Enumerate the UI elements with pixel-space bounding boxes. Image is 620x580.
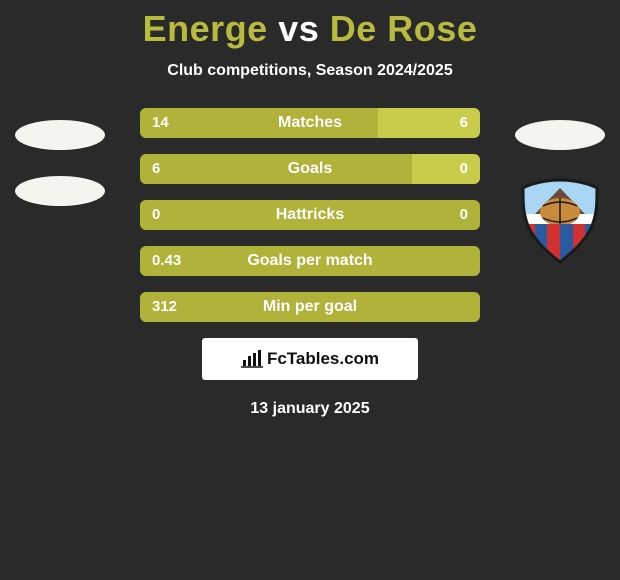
stat-bar: 0.43Goals per match [140, 246, 480, 276]
stat-label: Matches [140, 108, 480, 138]
player-right-name: De Rose [330, 8, 478, 49]
stat-label: Min per goal [140, 292, 480, 322]
subtitle: Club competitions, Season 2024/2025 [0, 62, 620, 80]
stat-label: Goals per match [140, 246, 480, 276]
branding-text: FcTables.com [267, 349, 379, 369]
vs-text: vs [278, 8, 319, 49]
branding-badge: FcTables.com [202, 338, 418, 380]
stat-label: Goals [140, 154, 480, 184]
stat-label: Hattricks [140, 200, 480, 230]
player-left-name: Energe [143, 8, 268, 49]
team-logo-right [515, 176, 605, 266]
date-text: 13 january 2025 [0, 400, 620, 418]
team-logo-left [15, 176, 105, 266]
stat-bar: 60Goals [140, 154, 480, 184]
bar-chart-icon [241, 350, 263, 368]
stat-bar: 312Min per goal [140, 292, 480, 322]
crest-icon [515, 176, 605, 266]
page-title: Energe vs De Rose [0, 0, 620, 50]
stat-bar: 146Matches [140, 108, 480, 138]
stat-bar: 00Hattricks [140, 200, 480, 230]
